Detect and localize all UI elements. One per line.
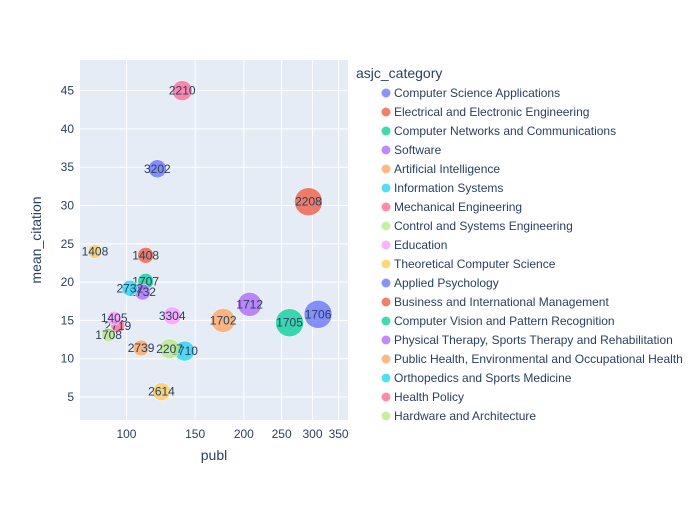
legend-marker (381, 259, 391, 269)
data-points: 1706220817051712170217102210220733042614… (82, 80, 333, 401)
x-tick-label: 150 (185, 427, 205, 441)
y-tick-label: 10 (61, 352, 75, 366)
legend-marker (381, 221, 391, 231)
data-point (159, 338, 180, 360)
legend-marker (381, 411, 391, 421)
data-point (101, 327, 116, 343)
legend-entry-label: Hardware and Architecture (394, 409, 536, 423)
data-point-label: 2739 (128, 341, 155, 355)
x-tick-label: 350 (329, 427, 349, 441)
data-point (137, 247, 154, 264)
y-tick-label: 20 (61, 275, 75, 289)
grid-lines (80, 60, 348, 420)
legend-marker (381, 316, 391, 326)
legend-entry-label: Computer Vision and Pattern Recognition (394, 314, 615, 328)
data-point-label: 2210 (169, 84, 196, 98)
x-tick-label: 300 (302, 427, 322, 441)
legend-marker (381, 164, 391, 174)
legend-marker (381, 126, 391, 136)
legend-entry-label: Artificial Intelligence (394, 162, 500, 176)
data-point-label: 1408 (82, 244, 109, 258)
x-tick-label: 250 (272, 427, 292, 441)
x-tick-label: 200 (234, 427, 254, 441)
data-point-label: 2614 (148, 385, 175, 399)
legend-entry-label: Physical Therapy, Sports Therapy and Reh… (394, 333, 673, 347)
y-tick-label: 25 (61, 237, 75, 251)
data-point-label: 1702 (210, 313, 237, 327)
legend-title: asjc_category (356, 65, 442, 81)
data-point (152, 382, 171, 401)
data-point (303, 300, 333, 329)
y-tick-label: 30 (61, 199, 75, 213)
legend-marker (381, 107, 391, 117)
data-point (121, 280, 139, 297)
data-point (148, 159, 167, 179)
data-point (294, 187, 323, 216)
legend-entry-label: Public Health, Environmental and Occupat… (394, 352, 683, 366)
y-tick-label: 35 (61, 160, 75, 174)
legend-marker (381, 335, 391, 345)
data-point-label: 1705 (276, 316, 303, 330)
data-point (210, 308, 236, 333)
legend-entry-label: Computer Networks and Communications (394, 124, 616, 138)
legend-entry-label: Electrical and Electronic Engineering (394, 105, 589, 119)
data-point-label: 1708 (95, 328, 122, 342)
data-point-label: 1712 (236, 297, 263, 311)
legend-marker (381, 240, 391, 250)
data-point-label: 2208 (295, 195, 322, 209)
legend-marker (381, 354, 391, 364)
x-axis-title: publ (201, 447, 227, 463)
data-point (275, 308, 304, 337)
legend-marker (381, 145, 391, 155)
data-point (171, 80, 193, 101)
data-point-label: 1405 (101, 311, 128, 325)
y-axis-title: mean_citation (28, 196, 44, 283)
legend-marker (381, 183, 391, 193)
legend-entry-label: Theoretical Computer Science (394, 257, 556, 271)
data-point-label: 2732 (116, 281, 143, 295)
legend-entry-label: Computer Science Applications (394, 86, 560, 100)
legend-entry-label: Software (394, 143, 442, 157)
legend-marker (381, 278, 391, 288)
y-tick-label: 15 (61, 313, 75, 327)
data-point (87, 244, 103, 259)
data-point (162, 306, 182, 326)
data-point-label: 3304 (159, 309, 186, 323)
legend-marker (381, 202, 391, 212)
axis-ticks: 100 150 200 250 300 350 5 10 15 20 25 30 35 40 45 (61, 84, 349, 441)
y-tick-label: 45 (61, 84, 75, 98)
legend-entry-label: Health Policy (394, 390, 464, 404)
plot-background (80, 60, 348, 420)
data-point (132, 339, 150, 357)
data-point (106, 310, 122, 326)
y-tick-label: 40 (61, 122, 75, 136)
legend: asjc_category Computer Science Applicati… (356, 65, 683, 423)
legend-entry-label: Applied Psychology (394, 276, 499, 290)
legend-entry-label: Orthopedics and Sports Medicine (394, 371, 572, 385)
data-point-label: 1408 (132, 248, 159, 262)
legend-marker (381, 373, 391, 383)
data-point-label: 2207 (156, 342, 183, 356)
legend-entry-label: Mechanical Engineering (394, 200, 522, 214)
legend-entry-label: Business and International Management (394, 295, 609, 309)
legend-items: Computer Science Applications Electrical … (381, 86, 683, 423)
data-point-label: 1706 (305, 307, 332, 321)
y-tick-label: 5 (67, 390, 74, 404)
legend-entry-label: Education (394, 238, 447, 252)
legend-marker (381, 88, 391, 98)
legend-marker (381, 392, 391, 402)
data-point-label: 3202 (144, 162, 171, 176)
data-point (237, 292, 262, 317)
legend-entry-label: Information Systems (394, 181, 503, 195)
legend-marker (381, 297, 391, 307)
legend-entry-label: Control and Systems Engineering (394, 219, 573, 233)
x-tick-label: 100 (116, 427, 136, 441)
